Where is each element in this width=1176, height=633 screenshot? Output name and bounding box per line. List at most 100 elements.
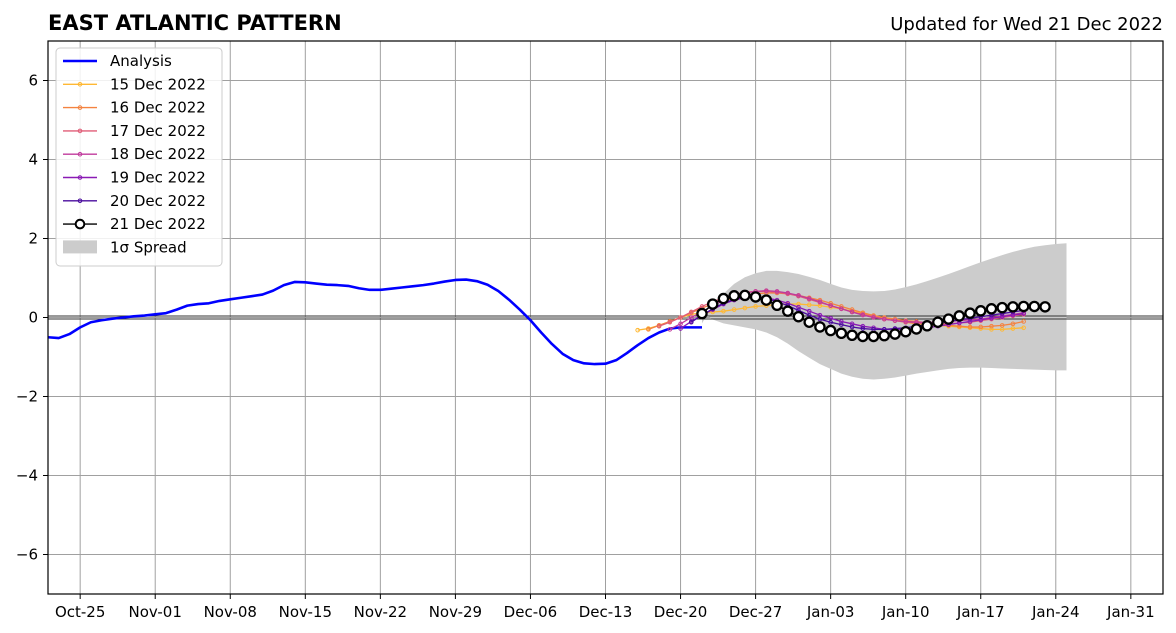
forecast-point (1010, 321, 1016, 327)
forecast-point (860, 312, 866, 318)
forecast-point (871, 315, 876, 320)
forecast-point (899, 325, 912, 338)
x-tick-label: Oct-25 (55, 603, 105, 621)
forecast-point (739, 289, 751, 302)
legend-label: 18 Dec 2022 (110, 145, 206, 163)
forecast-point (785, 290, 791, 296)
axes: Oct-25 Nov-01 Nov-08 Nov-15 Nov-22 Nov-29 Dec-… (16, 40, 1164, 621)
forecast-point (996, 301, 1008, 314)
x-tick-label: Jan-31 (1106, 603, 1155, 621)
forecast-point (1021, 319, 1026, 324)
y-tick-label: −2 (16, 388, 38, 406)
forecast-point (774, 289, 780, 294)
analysis-line (47, 278, 702, 366)
legend-forecast-marker (77, 151, 83, 157)
forecast-point (942, 313, 955, 325)
forecast-point (849, 324, 855, 330)
legend-label: 20 Dec 2022 (110, 192, 206, 210)
forecast-point (771, 299, 783, 312)
legend-forecast-marker (77, 82, 83, 87)
forecast-point (910, 323, 923, 335)
forecast-point (839, 306, 844, 312)
forecast-point (803, 316, 815, 328)
chart-subtitle: Updated for Wed 21 Dec 2022 (890, 14, 1163, 35)
forecast-point (782, 305, 794, 317)
forecast-point (867, 330, 880, 343)
forecast-point (964, 307, 976, 319)
forecast-point (667, 327, 673, 332)
x-tick-label: Dec-20 (654, 603, 708, 621)
forecast-point (721, 308, 726, 314)
legend-label: 17 Dec 2022 (110, 122, 206, 140)
forecast-point (953, 310, 966, 322)
forecast-point (892, 318, 898, 323)
forecast-point (881, 316, 887, 322)
forecast-point (696, 307, 708, 320)
x-tick-label: Nov-08 (204, 603, 257, 621)
forecast-point (817, 316, 823, 322)
x-tick-label: Nov-29 (429, 603, 482, 621)
y-tick-label: 0 (28, 309, 38, 327)
y-tick-label: −6 (16, 546, 38, 564)
forecast-point (728, 290, 740, 302)
forecast-point (806, 302, 812, 308)
forecast-point (678, 321, 683, 327)
forecast-point (817, 299, 823, 305)
forecast-point (731, 307, 737, 312)
x-tick-label: Dec-27 (729, 603, 783, 621)
forecast-point (706, 298, 719, 310)
legend-label: 19 Dec 2022 (110, 169, 206, 187)
forecast-point (742, 305, 748, 311)
forecast-point (999, 323, 1005, 328)
forecast-point (889, 328, 901, 340)
legend-label: 21 Dec 2022 (110, 215, 206, 233)
x-tick-label: Nov-15 (279, 603, 332, 621)
forecast-point (1010, 326, 1016, 331)
x-tick-label: Jan-24 (1031, 603, 1080, 621)
forecast-point (857, 330, 869, 343)
legend-forecast-marker (77, 105, 83, 110)
forecast-point (806, 296, 812, 301)
legend-forecast-marker (77, 198, 83, 204)
forecast-point (753, 304, 758, 309)
forecast-point (903, 319, 908, 324)
spread-area (701, 243, 1067, 380)
x-tick-label: Nov-01 (129, 603, 182, 621)
x-tick-label: Dec-06 (504, 603, 558, 621)
forecast-point (989, 323, 994, 329)
forecast-point (678, 315, 683, 320)
forecast-point (835, 327, 848, 340)
forecast-point (967, 324, 973, 330)
forecast-point (921, 320, 933, 332)
forecast-point (688, 319, 694, 325)
forecast-point (796, 293, 801, 298)
forecast-point (792, 310, 805, 323)
forecast-point (849, 309, 855, 315)
forecast-point (1039, 301, 1051, 313)
forecast-point (828, 303, 833, 308)
forecast-point (678, 326, 683, 331)
y-tick-label: 4 (28, 151, 38, 169)
forecast-point (656, 323, 662, 329)
x-tick-label: Jan-10 (881, 603, 930, 621)
forecast-point (1007, 301, 1019, 313)
y-tick-label: −4 (16, 467, 38, 485)
forecast-point (635, 327, 640, 333)
legend-label: 15 Dec 2022 (110, 75, 206, 93)
y-tick-label: 6 (28, 72, 38, 90)
legend-forecast-marker (74, 218, 86, 230)
forecast-point (1028, 300, 1041, 313)
forecast-point (1017, 300, 1030, 313)
legend-box (55, 47, 223, 267)
forecast-point (846, 329, 858, 342)
forecast-point (749, 291, 762, 303)
chart-title: EAST ATLANTIC PATTERN (48, 11, 342, 35)
x-tick-label: Jan-03 (806, 603, 855, 621)
legend-label: 1σ Spread (110, 238, 187, 256)
forecast-point (828, 319, 833, 325)
forecast-point (814, 321, 826, 333)
x-tick-label: Nov-22 (354, 603, 407, 621)
forecast-point (878, 329, 891, 342)
forecast-point (667, 319, 673, 325)
